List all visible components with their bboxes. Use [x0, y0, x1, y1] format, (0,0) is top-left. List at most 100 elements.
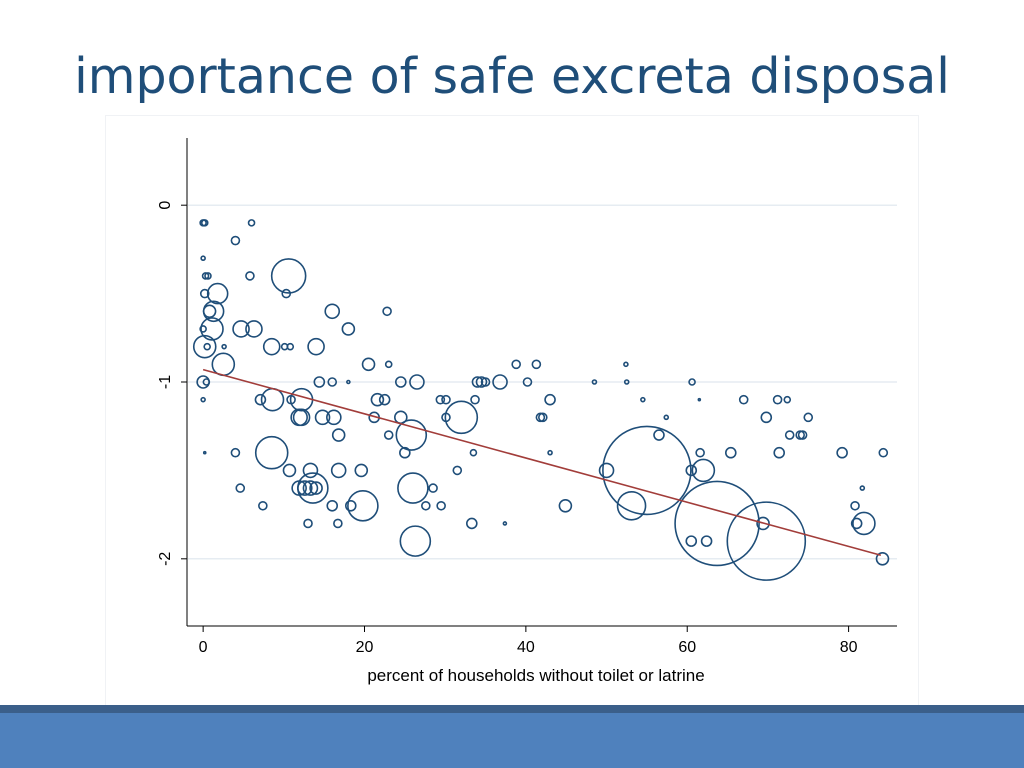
- data-point: [531, 359, 542, 370]
- data-point: [202, 300, 225, 323]
- fit-line-group: [202, 368, 882, 557]
- data-point: [738, 394, 749, 405]
- data-point: [344, 499, 357, 512]
- data-point: [538, 412, 548, 423]
- data-point: [206, 282, 229, 305]
- grid-lines: [188, 204, 897, 560]
- y-tick-label: 0: [157, 201, 174, 210]
- data-point: [302, 480, 319, 496]
- y-tick-label: -2: [157, 552, 174, 566]
- data-point: [254, 393, 267, 406]
- data-point: [202, 450, 207, 455]
- data-point: [784, 430, 795, 440]
- data-point: [289, 387, 314, 412]
- data-point: [522, 377, 533, 387]
- data-point: [695, 447, 705, 458]
- data-point: [270, 258, 307, 294]
- data-point: [204, 272, 212, 280]
- data-point: [616, 490, 647, 521]
- data-point: [640, 396, 646, 403]
- data-point: [544, 393, 556, 406]
- x-tick-label: 0: [199, 639, 208, 656]
- data-point: [469, 448, 478, 457]
- data-point: [354, 463, 369, 478]
- data-point: [309, 481, 323, 495]
- data-point: [384, 360, 393, 369]
- data-point: [247, 219, 256, 227]
- chart-panel: 0 -1 -2 0 20 40 60 80 percent of households wi…: [105, 115, 919, 707]
- data-point: [200, 396, 206, 403]
- data-point: [199, 288, 210, 299]
- data-point: [685, 464, 698, 477]
- data-point: [444, 400, 479, 435]
- y-tick-label: -1: [157, 375, 174, 389]
- data-point: [697, 397, 702, 402]
- data-point: [409, 374, 425, 390]
- data-point: [441, 394, 451, 405]
- data-point: [773, 446, 786, 459]
- data-point: [760, 411, 773, 424]
- data-point: [803, 412, 814, 423]
- data-point: [331, 428, 346, 442]
- data-point: [470, 394, 480, 405]
- x-tick-label: 40: [517, 639, 535, 656]
- data-point: [378, 393, 391, 406]
- data-point: [663, 414, 670, 421]
- data-point: [598, 462, 615, 479]
- data-point: [202, 378, 211, 386]
- data-point: [232, 320, 250, 338]
- data-point: [435, 394, 446, 405]
- data-point: [192, 334, 217, 359]
- data-point: [201, 272, 210, 280]
- data-point: [307, 337, 325, 356]
- data-point: [724, 446, 737, 459]
- data-point: [691, 458, 716, 483]
- axes: [181, 138, 897, 632]
- data-point: [547, 449, 553, 456]
- data-point: [324, 303, 341, 320]
- data-point: [685, 535, 698, 547]
- data-point: [783, 395, 792, 404]
- data-point: [399, 525, 432, 557]
- x-tick-labels: 0 20 40 60 80: [199, 639, 858, 656]
- data-point: [836, 446, 848, 459]
- data-point: [303, 518, 313, 529]
- data-point: [395, 376, 407, 388]
- data-point: [623, 379, 630, 385]
- data-point: [382, 306, 392, 317]
- data-point: [772, 394, 783, 405]
- data-point: [286, 342, 295, 351]
- data-point: [281, 288, 292, 299]
- data-point: [302, 462, 319, 479]
- data-point: [230, 235, 241, 246]
- data-point: [471, 376, 484, 388]
- data-points: [192, 219, 890, 581]
- x-tick-label: 60: [678, 639, 696, 656]
- data-point: [326, 409, 342, 426]
- data-point: [254, 435, 289, 470]
- data-point: [282, 463, 297, 478]
- slide-title: importance of safe excreta disposal: [74, 48, 950, 105]
- data-point: [502, 521, 508, 526]
- fit-line: [202, 368, 882, 557]
- data-point: [262, 337, 281, 356]
- data-point: [383, 430, 394, 440]
- x-axis-label: percent of households without toilet or …: [367, 666, 704, 685]
- data-point: [591, 379, 598, 385]
- data-point: [756, 516, 770, 531]
- data-point: [480, 377, 491, 387]
- data-point: [452, 465, 463, 476]
- data-point: [623, 361, 629, 368]
- data-point: [230, 447, 241, 458]
- data-point: [852, 511, 876, 536]
- data-point: [361, 357, 376, 372]
- data-point: [258, 500, 268, 511]
- x-tick-label: 80: [840, 639, 858, 656]
- data-point: [397, 472, 429, 504]
- data-point: [726, 501, 807, 581]
- data-point: [475, 376, 488, 388]
- data-point: [200, 255, 206, 262]
- data-point: [859, 485, 866, 491]
- data-point: [700, 535, 713, 547]
- footer-band: [0, 705, 1024, 768]
